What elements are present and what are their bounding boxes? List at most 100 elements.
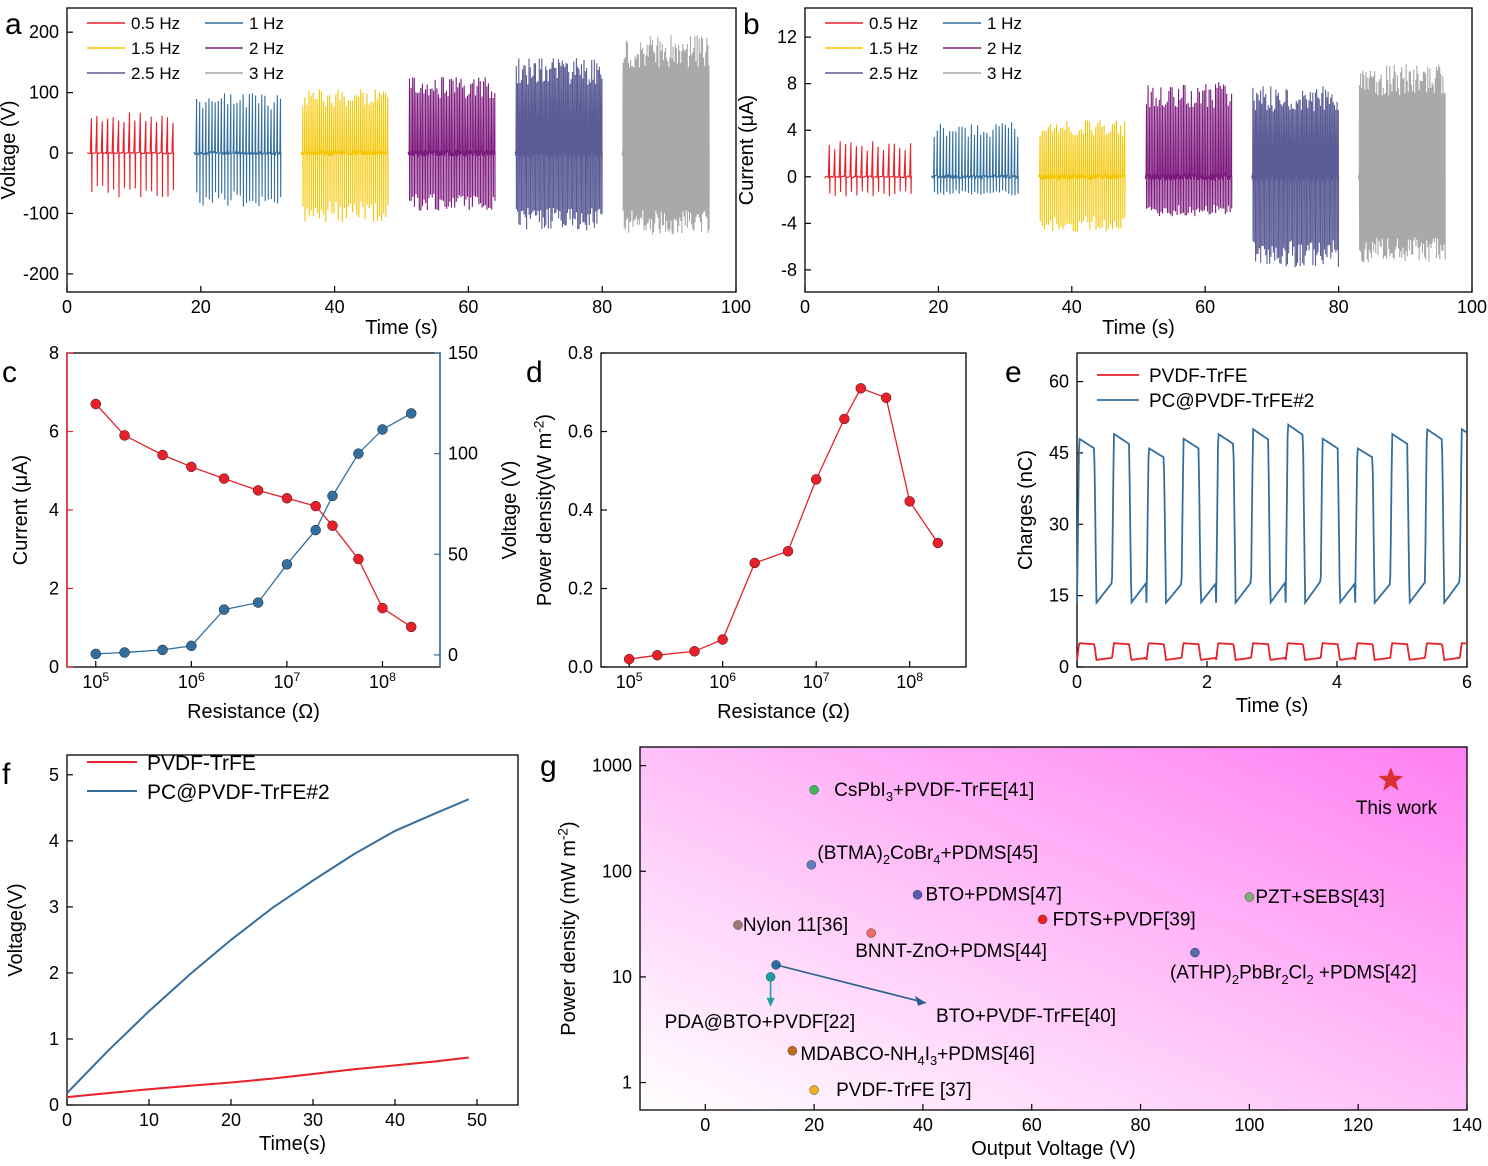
y-axis-label: Power density(W m-2) — [531, 414, 556, 606]
x-tick-label: 40 — [913, 1115, 933, 1135]
y-tick-label: 0.4 — [568, 500, 593, 520]
panel-c: 105 106 107 108 0 2 4 6 8 0 50 100 150 Resistance (Ω)… — [2, 343, 521, 723]
data-point — [855, 383, 867, 394]
x-tick-label: 0 — [1072, 672, 1082, 692]
data-point — [90, 398, 101, 410]
x-tick-label: 40 — [385, 1110, 405, 1130]
point-label: BNNT-ZnO+PDMS[44] — [855, 941, 1047, 962]
data-point — [912, 889, 923, 900]
y-tick-label: -200 — [23, 264, 59, 284]
legend-label: PVDF-TrFE — [1149, 366, 1248, 387]
data-point — [809, 785, 819, 795]
y-tick-label: 12 — [777, 27, 797, 47]
plot-frame — [1076, 352, 1468, 668]
y-tick-label: 200 — [29, 22, 59, 42]
y-tick-label: 60 — [1049, 372, 1069, 392]
plot-frame — [639, 746, 1468, 1111]
data-point — [810, 474, 822, 485]
x-tick-label: 60 — [1195, 297, 1215, 317]
legend-label: 1 Hz — [249, 14, 284, 33]
y-tick-label: 2 — [49, 963, 59, 983]
x-axis-label: Time (s) — [365, 317, 438, 339]
y-tick-label: 0 — [448, 645, 458, 665]
point-label: FDTS+PVDF[39] — [1053, 909, 1196, 930]
point-label: (BTMA)2CoBr4+PDMS[45] — [817, 843, 1038, 867]
x-tick-label: 40 — [325, 297, 345, 317]
y-tick-label: 0.2 — [568, 579, 593, 599]
data-point — [733, 920, 743, 930]
plot-frame — [66, 754, 519, 1106]
x-tick-label: 20 — [221, 1110, 241, 1130]
legend-label: 0.5 Hz — [869, 14, 918, 33]
y-tick-label: 0 — [49, 657, 59, 677]
x-tick-label: 106 — [178, 670, 205, 692]
series-line-15Hz — [300, 89, 389, 223]
this-work-star — [1378, 767, 1404, 791]
panel-letter: g — [540, 750, 557, 783]
y-axis-label: Voltage(V) — [5, 883, 27, 976]
x-tick-label: 105 — [616, 670, 643, 692]
legend-label: PVDF-TrFE — [147, 752, 256, 775]
y-tick-label: 4 — [49, 831, 59, 851]
x-tick-label: 30 — [303, 1110, 323, 1130]
arrow-head — [766, 997, 775, 1007]
y-axis-label: Current (μA) — [10, 455, 32, 565]
x-axis-label: Time(s) — [259, 1133, 326, 1155]
y-tick-label: 5 — [49, 765, 59, 785]
point-label: CsPbI3+PVDF-TrFE[41] — [834, 780, 1034, 804]
x-tick-label: 108 — [369, 670, 396, 692]
x-tick-label: 80 — [1131, 1115, 1151, 1135]
x-tick-label: 20 — [928, 297, 948, 317]
y-tick-label: -8 — [781, 260, 797, 280]
data-point — [406, 408, 417, 419]
point-label: PDA@BTO+PVDF[22] — [665, 1012, 856, 1033]
panel-letter: c — [2, 356, 17, 389]
data-point — [749, 557, 760, 569]
series-line-25Hz — [514, 58, 603, 231]
legend-label: 2.5 Hz — [131, 64, 180, 83]
data-point — [119, 430, 130, 441]
legend-label: 3 Hz — [249, 64, 284, 83]
data-point — [652, 650, 663, 661]
data-point — [186, 461, 197, 473]
data-point — [1244, 892, 1255, 902]
legend-label: 2 Hz — [987, 39, 1022, 58]
x-tick-label: 20 — [191, 297, 211, 317]
y-tick-label: 6 — [49, 422, 59, 442]
plot-frame — [66, 7, 737, 293]
x-tick-label: 100 — [1234, 1115, 1264, 1135]
data-point — [806, 860, 817, 870]
series-line-0 — [66, 1056, 469, 1099]
data-point — [782, 546, 794, 557]
y-axis-label: Charges (nC) — [1015, 450, 1037, 570]
series-line-0 — [1076, 642, 1468, 661]
plot-background — [640, 747, 1467, 1110]
series-line-25Hz — [1251, 86, 1340, 268]
legend-label: 1 Hz — [987, 14, 1022, 33]
series-line-voltage — [95, 412, 412, 655]
data-point — [1190, 947, 1200, 958]
x-tick-label: 6 — [1462, 672, 1472, 692]
x-axis-label: Resistance (Ω) — [187, 701, 320, 723]
y-tick-label: 150 — [448, 343, 478, 363]
series-line-1 — [1076, 422, 1468, 606]
y-tick-label: 0.8 — [568, 343, 593, 363]
y-tick-label: 50 — [448, 544, 468, 564]
data-point — [377, 424, 388, 435]
panel-letter: a — [5, 8, 22, 41]
y-tick-label: 0 — [49, 1095, 59, 1115]
y-axis-label: Voltage (V) — [499, 461, 521, 560]
x-tick-label: 108 — [896, 670, 923, 692]
data-point — [218, 473, 230, 484]
point-label: PZT+SEBS[43] — [1255, 887, 1384, 908]
x-tick-label: 0 — [700, 1115, 710, 1135]
y-tick-label: 10 — [612, 967, 632, 987]
x-tick-label: 120 — [1343, 1115, 1373, 1135]
series-line-power — [629, 387, 939, 660]
data-point — [90, 648, 101, 660]
point-label: Nylon 11[36] — [743, 915, 848, 936]
y-tick-label: 2 — [49, 579, 59, 599]
panel-b: 0 20 40 60 80 100 -8 -4 0 4 8 12 Time (s) Current (μA… — [736, 7, 1487, 339]
legend-label: 2 Hz — [249, 39, 284, 58]
